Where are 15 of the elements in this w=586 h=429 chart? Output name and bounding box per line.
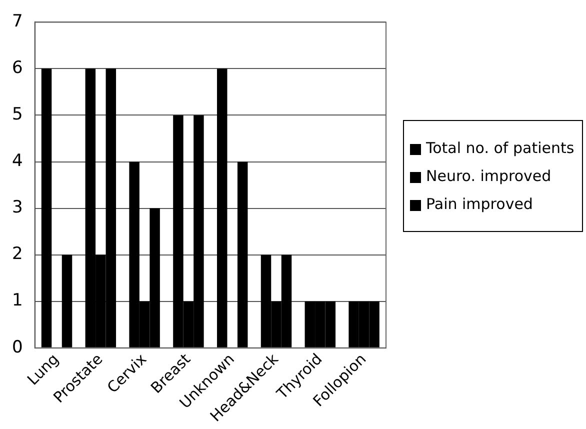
bar	[62, 254, 72, 348]
legend-label: Pain improved	[426, 195, 533, 213]
legend-label: Total no. of patients	[426, 139, 574, 157]
y-tick-label: 3	[12, 198, 23, 218]
y-tick-label: 6	[12, 58, 23, 78]
bar	[216, 68, 228, 348]
y-tick-label: 7	[12, 12, 23, 32]
y-tick-label: 2	[12, 244, 23, 264]
y-tick-label: 5	[12, 104, 23, 125]
bar	[237, 162, 248, 348]
y-tick-label: 0	[12, 337, 23, 358]
legend-label: Neuro. improved	[426, 167, 552, 185]
y-tick-label: 4	[12, 151, 23, 172]
bar	[41, 68, 52, 348]
y-tick-label: 1	[12, 290, 23, 311]
